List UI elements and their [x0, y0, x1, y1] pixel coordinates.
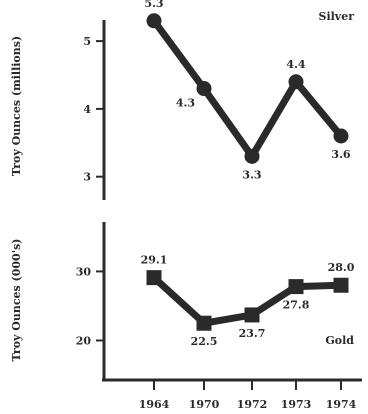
gold-panel-label: Gold	[325, 334, 354, 347]
silver-data-label: 3.3	[242, 168, 261, 181]
x-tick-label: 1974	[326, 398, 357, 411]
silver-ylabel: Troy Ounces (millions)	[10, 36, 23, 176]
gold-data-label: 22.5	[191, 335, 218, 348]
gold-point	[244, 307, 260, 323]
silver-data-label: 4.3	[176, 97, 195, 110]
gold-series: 29.1 22.5 23.7 27.8 28.0	[141, 254, 355, 349]
silver-data-label: 5.3	[144, 0, 163, 10]
gold-ytick-label: 20	[76, 334, 92, 347]
silver-y-ticks: 3 4 5	[83, 35, 104, 184]
x-ticks: 1964 1970 1972 1973 1974	[139, 380, 357, 411]
silver-panel-label: Silver	[319, 10, 355, 23]
silver-point	[196, 81, 212, 97]
gold-data-label: 23.7	[239, 327, 266, 340]
gold-point	[196, 315, 212, 331]
gold-point	[333, 277, 349, 293]
silver-point	[288, 74, 304, 90]
gold-data-label: 27.8	[283, 299, 310, 312]
gold-ytick-label: 30	[76, 265, 92, 278]
gold-data-label: 28.0	[328, 261, 355, 274]
x-tick-label: 1973	[281, 398, 312, 411]
silver-series: 5.3 4.3 3.3 4.4 3.6	[144, 0, 350, 181]
x-tick-label: 1972	[237, 398, 268, 411]
x-tick-label: 1964	[139, 398, 170, 411]
x-tick-label: 1970	[189, 398, 220, 411]
silver-data-label: 3.6	[331, 148, 350, 161]
silver-ytick-label: 4	[83, 103, 91, 116]
silver-data-label: 4.4	[286, 58, 305, 71]
silver-point	[244, 148, 260, 164]
silver-ytick-label: 3	[83, 171, 91, 184]
gold-ylabel: Troy Ounces (000's)	[10, 239, 23, 362]
gold-data-label: 29.1	[141, 254, 168, 267]
silver-panel: 3 4 5 Troy Ounces (millions) Silver 5.3 4.3…	[10, 0, 354, 200]
gold-point	[146, 270, 162, 286]
silver-line	[150, 17, 345, 160]
silver-ytick-label: 5	[83, 35, 91, 48]
silver-point	[333, 128, 349, 144]
gold-point	[288, 279, 304, 295]
silver-point	[146, 13, 162, 29]
